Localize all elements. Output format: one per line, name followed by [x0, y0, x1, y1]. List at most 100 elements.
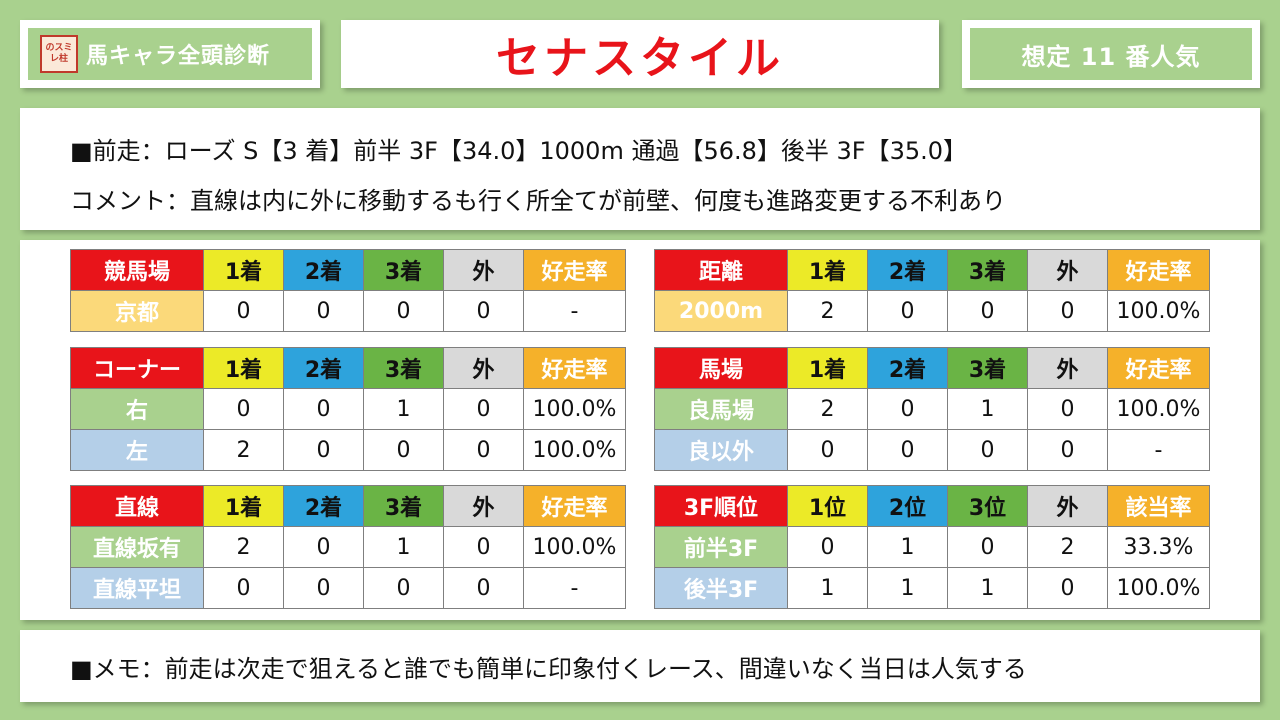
header-cell: 外 [1027, 249, 1108, 291]
header-cell: 2着 [283, 347, 364, 389]
horse-name-panel: セナスタイル [341, 20, 939, 88]
table-row: 良以外 0 0 0 0 - [654, 429, 1210, 471]
value-cell: 2 [787, 290, 868, 332]
header-cell: 3着 [363, 485, 444, 527]
table-header-row: 競馬場 1着 2着 3着 外 好走率 [70, 249, 626, 291]
rate-cell: - [523, 567, 626, 609]
value-cell: 1 [947, 388, 1028, 430]
row-label: 左 [70, 429, 204, 471]
header-cell: 2着 [283, 249, 364, 291]
rate-cell: 100.0% [1107, 388, 1210, 430]
header-cell: 好走率 [523, 347, 626, 389]
header-cell: 好走率 [523, 249, 626, 291]
value-cell: 2 [787, 388, 868, 430]
table-header-row: 直線 1着 2着 3着 外 好走率 [70, 485, 626, 527]
value-cell: 0 [443, 526, 524, 568]
table-row: 良馬場 2 0 1 0 100.0% [654, 388, 1210, 430]
rank3f-table: 3F順位 1位 2位 3位 外 該当率 前半3F 0 1 0 2 33.3% 後… [654, 485, 1210, 609]
header-cell: 直線 [70, 485, 204, 527]
last-race-line: ■前走：ローズ S【3 着】前半 3F【34.0】1000m 通過【56.8】後… [70, 137, 968, 165]
value-cell: 1 [867, 526, 948, 568]
header-cell: 好走率 [1107, 249, 1210, 291]
distance-table: 距離 1着 2着 3着 外 好走率 2000m 2 0 0 0 100.0% [654, 249, 1210, 332]
rate-cell: - [523, 290, 626, 332]
header-cell: 2着 [283, 485, 364, 527]
row-label: 京都 [70, 290, 204, 332]
logo-stamp: のスミレ柱 [40, 35, 78, 73]
header-cell: 外 [1027, 485, 1108, 527]
value-cell: 0 [787, 526, 868, 568]
table-row: 2000m 2 0 0 0 100.0% [654, 290, 1210, 332]
header-cell: 外 [1027, 347, 1108, 389]
value-cell: 0 [363, 567, 444, 609]
rate-cell: 100.0% [1107, 290, 1210, 332]
value-cell: 0 [443, 567, 524, 609]
corner-table: コーナー 1着 2着 3着 外 好走率 右 0 0 1 0 100.0% 左 2… [70, 347, 626, 471]
value-cell: 0 [947, 429, 1028, 471]
value-cell: 0 [443, 388, 524, 430]
stats-panel: 競馬場 1着 2着 3着 外 好走率 京都 0 0 0 0 - 距離 1着 2着… [20, 240, 1260, 620]
rate-cell: 100.0% [1107, 567, 1210, 609]
header-cell: 1位 [787, 485, 868, 527]
table-row: 京都 0 0 0 0 - [70, 290, 626, 332]
header-cell: 3F順位 [654, 485, 788, 527]
value-cell: 0 [203, 388, 284, 430]
header-cell: 3位 [947, 485, 1028, 527]
value-cell: 0 [867, 429, 948, 471]
value-cell: 0 [867, 290, 948, 332]
header-cell: 好走率 [1107, 347, 1210, 389]
header-cell: 競馬場 [70, 249, 204, 291]
header-cell: 1着 [203, 485, 284, 527]
value-cell: 0 [363, 290, 444, 332]
rate-cell: - [1107, 429, 1210, 471]
value-cell: 1 [363, 388, 444, 430]
row-label: 2000m [654, 290, 788, 332]
header-cell: コーナー [70, 347, 204, 389]
table-row: 直線坂有 2 0 1 0 100.0% [70, 526, 626, 568]
row-label: 前半3F [654, 526, 788, 568]
value-cell: 2 [1027, 526, 1108, 568]
table-header-row: 距離 1着 2着 3着 外 好走率 [654, 249, 1210, 291]
value-cell: 0 [203, 290, 284, 332]
table-row: 左 2 0 0 0 100.0% [70, 429, 626, 471]
value-cell: 0 [1027, 290, 1108, 332]
table-header-row: コーナー 1着 2着 3着 外 好走率 [70, 347, 626, 389]
value-cell: 0 [363, 429, 444, 471]
table-row: 後半3F 1 1 1 0 100.0% [654, 567, 1210, 609]
table-header-row: 3F順位 1位 2位 3位 外 該当率 [654, 485, 1210, 527]
table-row: 前半3F 0 1 0 2 33.3% [654, 526, 1210, 568]
header-cell: 3着 [947, 347, 1028, 389]
header-cell: 2着 [867, 249, 948, 291]
header-cell: 3着 [363, 249, 444, 291]
header-cell: 外 [443, 249, 524, 291]
header-cell: 2位 [867, 485, 948, 527]
memo-panel: ■メモ：前走は次走で狙えると誰でも簡単に印象付くレース、間違いなく当日は人気する [20, 630, 1260, 702]
value-cell: 1 [787, 567, 868, 609]
straight-table: 直線 1着 2着 3着 外 好走率 直線坂有 2 0 1 0 100.0% 直線… [70, 485, 626, 609]
value-cell: 0 [1027, 429, 1108, 471]
value-cell: 0 [1027, 388, 1108, 430]
row-label: 後半3F [654, 567, 788, 609]
race-info-panel: ■前走：ローズ S【3 着】前半 3F【34.0】1000m 通過【56.8】後… [20, 108, 1260, 230]
value-cell: 2 [203, 526, 284, 568]
table-header-row: 馬場 1着 2着 3着 外 好走率 [654, 347, 1210, 389]
value-cell: 1 [363, 526, 444, 568]
value-cell: 0 [283, 388, 364, 430]
brand-title: 馬キャラ全頭診断 [86, 44, 271, 69]
value-cell: 0 [867, 388, 948, 430]
header-cell: 3着 [947, 249, 1028, 291]
header-cell: 距離 [654, 249, 788, 291]
value-cell: 0 [283, 567, 364, 609]
row-label: 良馬場 [654, 388, 788, 430]
value-cell: 2 [203, 429, 284, 471]
header-cell: 3着 [363, 347, 444, 389]
row-label: 右 [70, 388, 204, 430]
popularity-panel: 想定 11 番人気 [962, 20, 1260, 88]
header-cell: 該当率 [1107, 485, 1210, 527]
value-cell: 0 [787, 429, 868, 471]
track-table: 馬場 1着 2着 3着 外 好走率 良馬場 2 0 1 0 100.0% 良以外… [654, 347, 1210, 471]
rate-cell: 100.0% [523, 429, 626, 471]
row-label: 直線平坦 [70, 567, 204, 609]
value-cell: 0 [283, 526, 364, 568]
brand-banner: のスミレ柱 馬キャラ全頭診断 [28, 28, 312, 80]
